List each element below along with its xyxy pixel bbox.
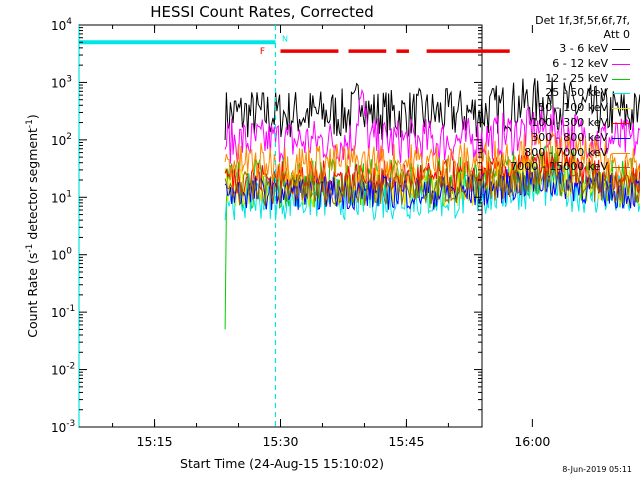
legend-entry: 800 - 7000 keV [524, 145, 608, 159]
x-tick-label: 15:30 [262, 434, 298, 449]
legend-header-detectors: Det 1f,3f,5f,6f,7f, [535, 14, 630, 27]
y-tick-label: 102 [51, 132, 72, 148]
axes: 10-3 10-2 10-1 100 101 102 103 104 15:15 15:30 15:… [51, 17, 550, 449]
y-tick-label: 10-3 [51, 419, 75, 435]
y-tick-label: 100 [51, 247, 72, 263]
chart-title: HESSI Count Rates, Corrected [150, 3, 374, 21]
legend-swatch [612, 108, 630, 110]
x-tick-label: 15:15 [137, 434, 173, 449]
legend-entry: 300 - 800 keV [531, 130, 608, 144]
legend-swatch [612, 78, 630, 80]
series-line [224, 164, 640, 206]
legend-swatch [612, 93, 630, 95]
y-tick-label: 101 [51, 189, 72, 205]
legend-entry: 3 - 6 keV [559, 42, 608, 55]
legend-swatch [612, 123, 630, 124]
y-tick-label: 10-2 [51, 362, 75, 378]
y-axis-label: Count Rate (s-1 detector segment-1) [25, 114, 40, 338]
legend-entry: 50 - 100 keV [538, 101, 608, 115]
legend-swatch [612, 137, 630, 139]
plot-frame [78, 24, 483, 428]
legend-entry: 6 - 12 keV [552, 56, 608, 70]
y-tick-label: 104 [51, 17, 72, 33]
legend-swatch [612, 167, 630, 169]
legend-entry: 25 - 50 keV [545, 86, 608, 100]
x-tick-label: 15:45 [388, 434, 424, 449]
y-tick-label: 10-1 [51, 304, 75, 320]
footer-timestamp: 8-Jun-2019 05:11 [562, 465, 632, 474]
legend-entry: 12 - 25 keV [545, 71, 608, 85]
attenuator-label: N [282, 34, 288, 43]
x-tick-label: 16:00 [514, 434, 550, 449]
series-line [224, 88, 640, 164]
legend-swatch [612, 63, 630, 65]
plot-area: NF [78, 25, 640, 427]
legend-swatch [612, 152, 630, 154]
legend-swatch [612, 49, 630, 50]
series-line [224, 164, 640, 211]
legend-header-attenuator: Att 0 [603, 28, 630, 41]
flare-label: F [260, 47, 265, 57]
series-line [224, 130, 640, 183]
legend-entry: 100 - 300 keV [531, 116, 608, 129]
y-tick-label: 103 [51, 74, 72, 90]
x-axis-label: Start Time (24-Aug-15 15:10:02) [180, 456, 384, 471]
legend-entry: 7000 - 15000 keV [510, 160, 608, 174]
